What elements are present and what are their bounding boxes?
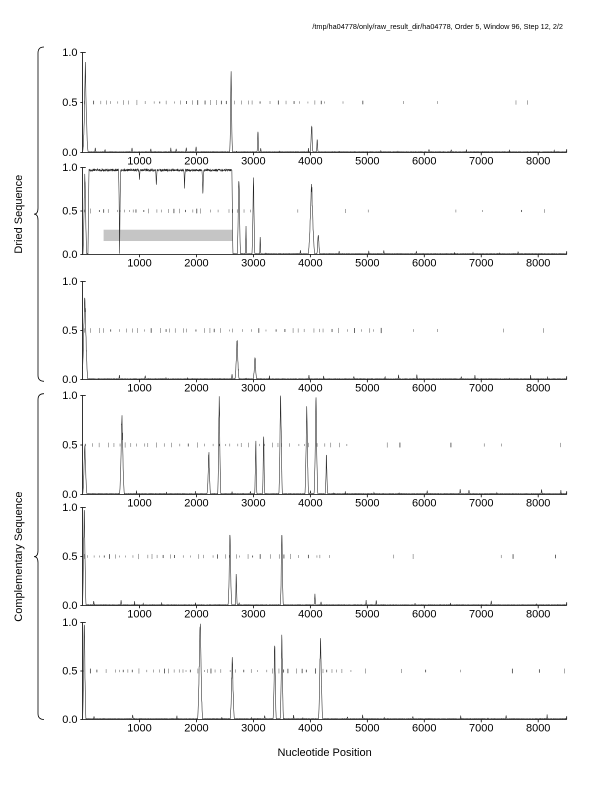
svg-text:1000: 1000 — [127, 723, 151, 735]
svg-text:Dried Sequence: Dried Sequence — [13, 175, 25, 254]
svg-text:7000: 7000 — [469, 156, 493, 168]
svg-text:3000: 3000 — [241, 609, 265, 621]
svg-text:3000: 3000 — [241, 156, 265, 168]
svg-text:3000: 3000 — [241, 258, 265, 270]
svg-text:5000: 5000 — [355, 383, 379, 395]
svg-text:6000: 6000 — [412, 258, 436, 270]
svg-text:0.5: 0.5 — [62, 440, 77, 452]
svg-text:7000: 7000 — [469, 498, 493, 510]
svg-text:0.5: 0.5 — [62, 206, 77, 218]
svg-text:1.0: 1.0 — [62, 617, 77, 629]
svg-text:7000: 7000 — [469, 258, 493, 270]
svg-text:6000: 6000 — [412, 609, 436, 621]
svg-text:2000: 2000 — [184, 609, 208, 621]
svg-text:0.0: 0.0 — [62, 600, 77, 612]
svg-text:7000: 7000 — [469, 723, 493, 735]
svg-text:6000: 6000 — [412, 498, 436, 510]
svg-text:8000: 8000 — [526, 258, 550, 270]
svg-text:0.5: 0.5 — [62, 97, 77, 109]
svg-text:6000: 6000 — [412, 156, 436, 168]
svg-text:4000: 4000 — [298, 258, 322, 270]
svg-text:5000: 5000 — [355, 498, 379, 510]
svg-text:0.0: 0.0 — [62, 714, 77, 726]
svg-text:4000: 4000 — [298, 609, 322, 621]
svg-text:7000: 7000 — [469, 609, 493, 621]
svg-text:0.0: 0.0 — [62, 489, 77, 501]
svg-text:2000: 2000 — [184, 498, 208, 510]
svg-text:5000: 5000 — [355, 156, 379, 168]
svg-text:1.0: 1.0 — [62, 47, 77, 59]
svg-text:1000: 1000 — [127, 156, 151, 168]
svg-text:3000: 3000 — [241, 498, 265, 510]
svg-text:8000: 8000 — [526, 609, 550, 621]
svg-text:6000: 6000 — [412, 383, 436, 395]
svg-text:1000: 1000 — [127, 258, 151, 270]
svg-text:2000: 2000 — [184, 156, 208, 168]
svg-text:8000: 8000 — [526, 498, 550, 510]
svg-text:4000: 4000 — [298, 723, 322, 735]
svg-text:3000: 3000 — [241, 723, 265, 735]
svg-text:Nucleotide Position: Nucleotide Position — [278, 747, 372, 759]
svg-text:0.0: 0.0 — [62, 374, 77, 386]
svg-text:1000: 1000 — [127, 609, 151, 621]
svg-text:1.0: 1.0 — [62, 390, 77, 402]
svg-text:1.0: 1.0 — [62, 162, 77, 174]
svg-text:5000: 5000 — [355, 609, 379, 621]
svg-text:Complementary Sequence: Complementary Sequence — [13, 491, 25, 621]
svg-text:4000: 4000 — [298, 156, 322, 168]
svg-text:2000: 2000 — [184, 383, 208, 395]
svg-text:8000: 8000 — [526, 723, 550, 735]
svg-text:0.0: 0.0 — [62, 249, 77, 261]
svg-text:5000: 5000 — [355, 258, 379, 270]
svg-text:0.5: 0.5 — [62, 325, 77, 337]
svg-text:1.0: 1.0 — [62, 502, 77, 514]
svg-text:1000: 1000 — [127, 383, 151, 395]
svg-text:5000: 5000 — [355, 723, 379, 735]
svg-text:4000: 4000 — [298, 383, 322, 395]
svg-text:2000: 2000 — [184, 723, 208, 735]
svg-text:4000: 4000 — [298, 498, 322, 510]
svg-text:0.5: 0.5 — [62, 551, 77, 563]
svg-text:0.5: 0.5 — [62, 666, 77, 678]
svg-text:8000: 8000 — [526, 156, 550, 168]
svg-text:1000: 1000 — [127, 498, 151, 510]
svg-text:2000: 2000 — [184, 258, 208, 270]
svg-text:/tmp/ha04778/only/raw_result_d: /tmp/ha04778/only/raw_result_dir/ha04778… — [312, 22, 563, 31]
svg-text:3000: 3000 — [241, 383, 265, 395]
svg-text:7000: 7000 — [469, 383, 493, 395]
svg-text:8000: 8000 — [526, 383, 550, 395]
svg-text:1.0: 1.0 — [62, 276, 77, 288]
svg-text:6000: 6000 — [412, 723, 436, 735]
svg-text:0.0: 0.0 — [62, 147, 77, 159]
